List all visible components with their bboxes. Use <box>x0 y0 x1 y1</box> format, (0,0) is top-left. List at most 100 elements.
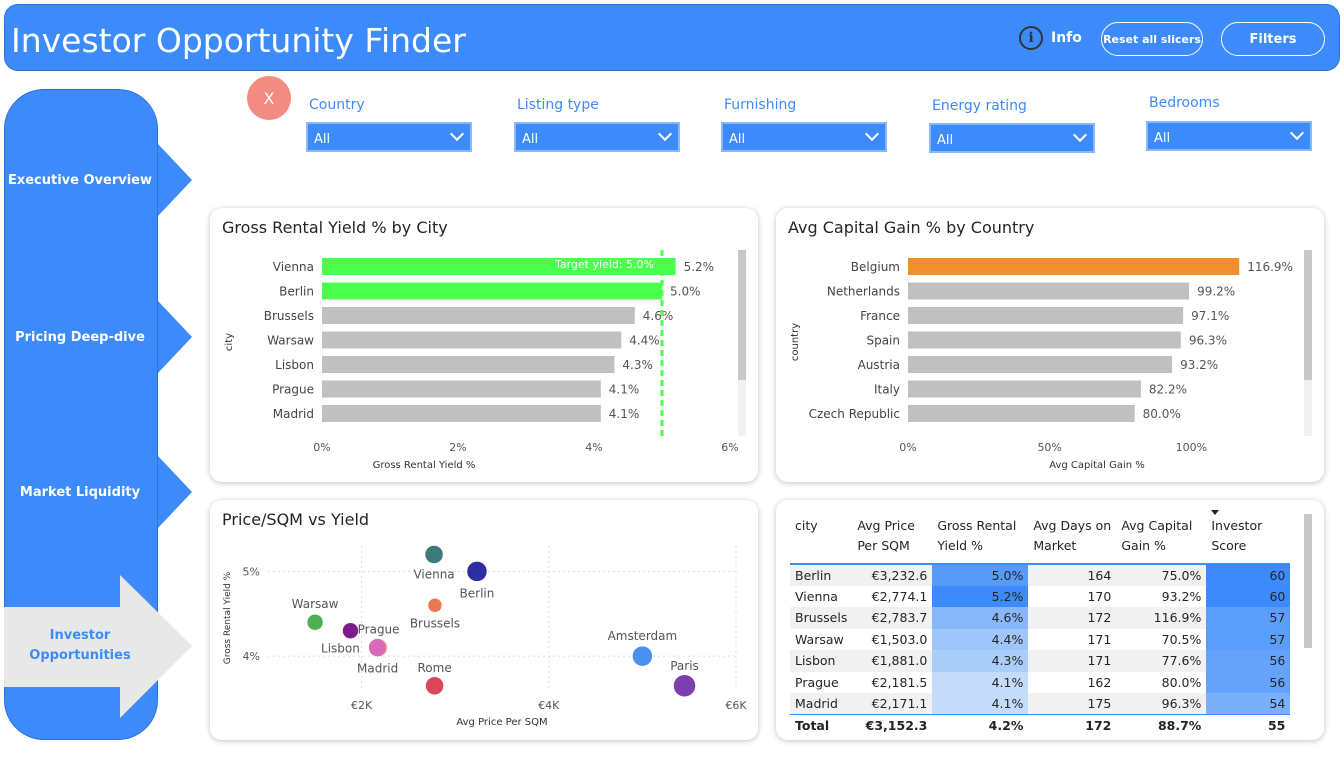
table-cell: 116.9% <box>1116 607 1207 629</box>
table-cell: 170 <box>1087 588 1112 604</box>
y-tick-label: 5% <box>243 565 260 578</box>
table-row[interactable]: Madrid €2,171.1 4.1% 175 96.3% 54 <box>790 693 1291 715</box>
data-point <box>466 561 488 582</box>
nav-investor-opportunities[interactable]: Investor Opportunities <box>29 628 131 663</box>
y-axis-label: Gross Rental Yield % <box>223 571 233 664</box>
data-label: 4.3% <box>622 358 653 372</box>
slicer-listing-type-label: Listing type <box>517 97 599 113</box>
filters-button[interactable]: Filters <box>1221 22 1325 56</box>
table-cell: 171 <box>1028 650 1117 672</box>
table-total-row: Total €3,152.3 4.2% 172 88.7% 55 <box>790 714 1291 737</box>
x-axis-label: Avg Capital Gain % <box>1049 460 1145 471</box>
slicer-furnishing-value: All <box>729 132 746 147</box>
price-vs-yield-card: Price/SQM vs Yield €2K €4K €6K 4% 5% Avg Pric… <box>210 500 758 740</box>
y-tick-label: 4% <box>243 650 260 663</box>
chart-scrollbar[interactable] <box>738 250 746 436</box>
bar <box>908 380 1141 398</box>
data-point <box>673 674 696 698</box>
capital-gain-by-country-chart: Belgium 116.9% Netherlands 99.2% France 97.1%… <box>790 258 1293 471</box>
y-tick-label: Madrid <box>273 407 314 421</box>
table-cell: 4.3% <box>932 650 1029 672</box>
table-cell: 5.2% <box>932 585 1029 607</box>
bar <box>908 258 1240 275</box>
info-button[interactable]: i Info <box>1019 23 1082 53</box>
table-cell: 60 <box>1206 564 1291 586</box>
info-label: Info <box>1051 30 1082 46</box>
close-button[interactable]: X <box>247 76 291 120</box>
scrollbar-thumb[interactable] <box>1304 250 1312 380</box>
investor-table-card: city Avg Price Per SQM Gross Rental Yield … <box>776 500 1324 740</box>
table-row[interactable]: Warsaw €1,503.0 4.4% 171 70.5% 57 <box>790 628 1291 650</box>
table-header-row: city Avg Price Per SQM Gross Rental Yield … <box>790 510 1291 565</box>
table-cell: Vienna <box>795 588 838 604</box>
header-bar: Investor Opportunity Finder i Info Reset… <box>4 4 1340 71</box>
bar <box>322 258 676 275</box>
column-header[interactable]: Avg Days on Market <box>1028 514 1117 565</box>
nav-arrow <box>158 456 192 528</box>
bar <box>322 282 662 300</box>
nav-executive-overview[interactable]: Executive Overview <box>7 172 153 188</box>
data-label: 4.6% <box>643 309 674 323</box>
investor-table: city Avg Price Per SQM Gross Rental Yield … <box>790 510 1291 737</box>
data-point-label: Amsterdam <box>608 629 678 643</box>
slicer-bedrooms-dropdown[interactable]: All <box>1146 121 1312 151</box>
nav-pricing-deep-dive[interactable]: Pricing Deep-dive <box>15 329 145 345</box>
table-cell: 60 <box>1206 585 1291 607</box>
table-cell: €2,171.1 <box>852 693 933 715</box>
x-tick-label: €4K <box>538 699 560 712</box>
table-cell: 5.0% <box>932 564 1029 586</box>
column-header[interactable]: city <box>790 514 853 565</box>
slicer-furnishing-label: Furnishing <box>724 97 797 113</box>
table-cell: 96.3% <box>1116 693 1207 715</box>
table-cell: €1,881.0 <box>852 650 933 672</box>
table-cell: 171 <box>1087 631 1112 647</box>
bar <box>908 356 1173 373</box>
table-row[interactable]: Prague €2,181.5 4.1% 162 80.0% 56 <box>790 671 1291 693</box>
x-tick-label: 2% <box>449 441 466 454</box>
table-cell: 57 <box>1206 628 1291 650</box>
total-cell: 55 <box>1206 714 1291 737</box>
slicer-listing-type-value: All <box>522 132 539 147</box>
slicer-listing-type-dropdown[interactable]: All <box>514 122 680 152</box>
nav-market-liquidity[interactable]: Market Liquidity <box>19 484 141 500</box>
reset-slicers-button[interactable]: Reset all slicers <box>1101 22 1203 56</box>
sort-desc-icon <box>1211 510 1220 515</box>
table-row[interactable]: Vienna €2,774.1 5.2% 170 93.2% 60 <box>790 585 1291 607</box>
data-point-label: Vienna <box>413 567 454 581</box>
table-row[interactable]: Brussels €2,783.7 4.6% 172 116.9% 57 <box>790 607 1291 629</box>
column-header[interactable]: Gross Rental Yield % <box>932 514 1029 565</box>
chart-title: Avg Capital Gain % by Country <box>788 218 1035 237</box>
data-point-label: Brussels <box>410 616 460 630</box>
table-row[interactable]: Berlin €3,232.6 5.0% 164 75.0% 60 <box>790 564 1291 586</box>
data-point <box>368 638 387 657</box>
data-label: 93.2% <box>1180 358 1218 372</box>
table-cell: 70.5% <box>1161 631 1202 647</box>
total-cell: 88.7% <box>1116 714 1207 737</box>
y-tick-label: Austria <box>858 358 900 372</box>
table-cell: 57 <box>1206 607 1291 629</box>
column-header[interactable]: Avg Capital Gain % <box>1116 514 1207 565</box>
data-label: 4.1% <box>609 407 640 421</box>
y-axis-label: country <box>790 323 801 361</box>
slicer-country-dropdown[interactable]: All <box>306 122 472 152</box>
table-scrollbar[interactable] <box>1304 514 1312 648</box>
slicer-energy-rating-value: All <box>937 133 954 148</box>
table-cell: 4.6% <box>932 607 1029 629</box>
scrollbar-thumb[interactable] <box>738 250 746 380</box>
x-tick-label: 50% <box>1037 441 1061 454</box>
table-cell: Lisbon <box>790 650 853 672</box>
scrollbar-thumb[interactable] <box>1304 514 1312 648</box>
column-header[interactable]: Investor Score <box>1206 510 1291 565</box>
total-cell: Total <box>790 714 853 737</box>
chart-scrollbar[interactable] <box>1304 250 1312 436</box>
table-cell: 75.0% <box>1116 564 1207 586</box>
bar <box>908 282 1190 300</box>
slicer-energy-rating-dropdown[interactable]: All <box>929 123 1095 153</box>
slicer-furnishing-dropdown[interactable]: All <box>721 122 887 152</box>
capital-gain-by-country-card: Avg Capital Gain % by Country Belgium 116… <box>776 208 1324 482</box>
column-header[interactable]: Avg Price Per SQM <box>852 514 933 565</box>
y-tick-label: Warsaw <box>267 334 314 348</box>
table-row[interactable]: Lisbon €1,881.0 4.3% 171 77.6% 56 <box>790 650 1291 672</box>
y-tick-label: Vienna <box>273 260 314 274</box>
data-label: 116.9% <box>1247 260 1293 274</box>
